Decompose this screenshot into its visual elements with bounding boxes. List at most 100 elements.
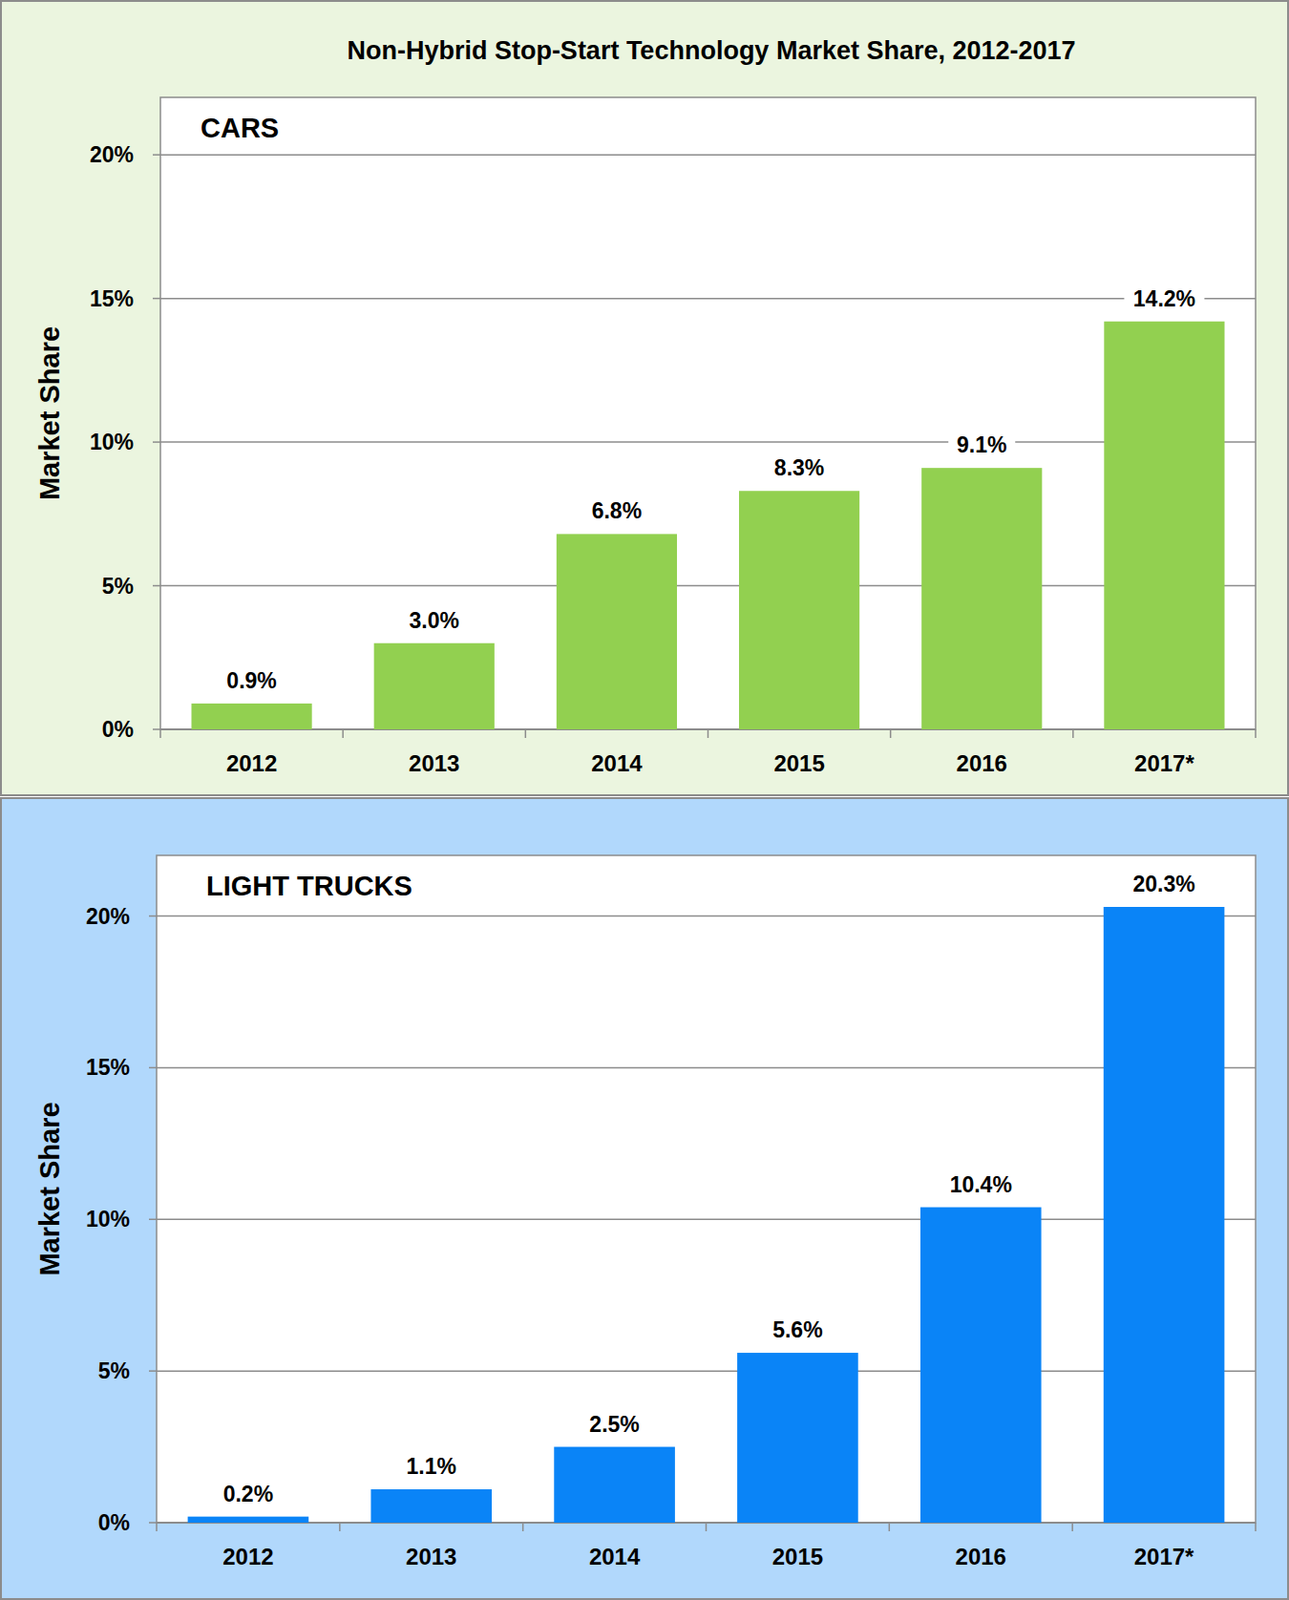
chart-root: 0%5%10%15%20%0.9%3.0%6.8%8.3%9.1%14.2%20… bbox=[0, 0, 1289, 1600]
bar bbox=[920, 1207, 1042, 1523]
x-tick bbox=[1254, 729, 1257, 739]
x-tick-label: 2012 bbox=[222, 1543, 274, 1570]
data-label: 9.1% bbox=[956, 432, 1007, 458]
grid-line bbox=[156, 1067, 1256, 1070]
grid-line bbox=[160, 153, 1256, 156]
panel-title: CARS bbox=[200, 112, 279, 144]
data-label: 3.0% bbox=[409, 608, 460, 634]
grid-line bbox=[156, 1219, 1256, 1222]
data-label-background bbox=[763, 1314, 831, 1344]
bar bbox=[190, 703, 312, 730]
bar bbox=[553, 1447, 676, 1523]
y-tick-label: 15% bbox=[89, 286, 134, 312]
y-tick bbox=[148, 1521, 157, 1524]
x-tick-label: 2015 bbox=[772, 1543, 824, 1570]
data-label-background bbox=[940, 1169, 1021, 1199]
x-tick bbox=[705, 1522, 708, 1532]
data-label-background bbox=[581, 1409, 649, 1438]
y-tick-label: 20% bbox=[85, 904, 130, 930]
data-label-background bbox=[1123, 868, 1205, 898]
grid-line bbox=[156, 1370, 1256, 1373]
y-tick-label: 15% bbox=[85, 1055, 130, 1080]
bar bbox=[556, 533, 677, 730]
panel-background bbox=[0, 0, 1289, 796]
y-tick-label: 5% bbox=[98, 1358, 130, 1384]
x-tick-label: 2016 bbox=[956, 750, 1008, 777]
x-tick-label: 2016 bbox=[955, 1543, 1007, 1570]
x-tick-label: 2017* bbox=[1134, 1543, 1195, 1570]
data-label-background bbox=[218, 665, 286, 695]
data-label-background bbox=[765, 452, 833, 482]
y-tick bbox=[148, 915, 157, 918]
plot-area bbox=[156, 855, 1256, 1523]
y-tick bbox=[152, 297, 161, 300]
panel-title: LIGHT TRUCKS bbox=[206, 870, 413, 902]
x-tick bbox=[341, 729, 344, 739]
x-tick bbox=[525, 729, 528, 739]
x-tick-label: 2014 bbox=[591, 750, 643, 777]
chart-panel: 0%5%10%15%20%0.9%3.0%6.8%8.3%9.1%14.2%20… bbox=[0, 0, 1289, 796]
x-tick-label: 2012 bbox=[226, 750, 277, 777]
bar bbox=[188, 1517, 310, 1523]
panel-background bbox=[0, 798, 1289, 1600]
data-label: 1.1% bbox=[406, 1454, 457, 1480]
data-label: 8.3% bbox=[774, 455, 825, 481]
y-tick bbox=[152, 728, 161, 731]
bar bbox=[1103, 321, 1225, 730]
data-label-background bbox=[1123, 283, 1205, 313]
y-tick bbox=[148, 1370, 157, 1373]
x-tick-label: 2013 bbox=[408, 750, 460, 777]
y-tick-label: 0% bbox=[98, 1510, 130, 1536]
data-label-background bbox=[214, 1479, 282, 1508]
bar bbox=[739, 490, 860, 730]
x-tick bbox=[159, 729, 162, 739]
y-axis-label: Market Share bbox=[34, 326, 65, 501]
y-tick-label: 10% bbox=[89, 429, 134, 455]
grid-line bbox=[156, 915, 1256, 918]
data-label-background bbox=[948, 429, 1015, 459]
y-tick bbox=[148, 1219, 157, 1222]
data-label: 2.5% bbox=[589, 1412, 639, 1437]
bars bbox=[190, 321, 1225, 730]
bar bbox=[370, 1489, 492, 1523]
data-label: 6.8% bbox=[591, 498, 642, 524]
data-label: 0.2% bbox=[223, 1481, 274, 1507]
y-tick-label: 5% bbox=[102, 573, 134, 599]
chart-title: Non-Hybrid Stop-Start Technology Market … bbox=[346, 36, 1076, 65]
data-label: 10.4% bbox=[950, 1172, 1013, 1198]
x-tick-label: 2017* bbox=[1134, 750, 1195, 777]
y-tick bbox=[152, 585, 161, 588]
y-tick-label: 20% bbox=[89, 142, 134, 168]
data-label-background bbox=[398, 1451, 465, 1480]
grid-line bbox=[160, 585, 1256, 588]
x-tick-label: 2014 bbox=[589, 1543, 641, 1570]
x-tick bbox=[522, 1522, 525, 1532]
y-tick-label: 0% bbox=[102, 717, 134, 742]
data-label: 20.3% bbox=[1132, 871, 1195, 897]
bar bbox=[1103, 907, 1226, 1523]
data-label-background bbox=[583, 495, 651, 525]
grid-line bbox=[160, 441, 1256, 444]
y-tick bbox=[152, 153, 161, 156]
x-tick bbox=[1254, 1522, 1257, 1532]
x-tick bbox=[1072, 729, 1075, 739]
x-tick-label: 2013 bbox=[405, 1543, 457, 1570]
y-tick bbox=[152, 441, 161, 444]
data-label: 5.6% bbox=[772, 1317, 823, 1343]
x-tick-label: 2015 bbox=[773, 750, 825, 777]
bars bbox=[188, 907, 1226, 1523]
x-tick bbox=[888, 1522, 891, 1532]
y-axis-label: Market Share bbox=[34, 1101, 65, 1276]
bar bbox=[921, 467, 1042, 730]
x-tick bbox=[338, 1522, 341, 1532]
grid-line bbox=[160, 297, 1256, 300]
x-tick bbox=[707, 729, 710, 739]
chart-panel: 0% 5% 10% 15% 20% 0.2% 1.1% 2.5% 5.6% 10.4% 20.3% 2… bbox=[0, 798, 1289, 1600]
plot-area bbox=[160, 97, 1256, 730]
data-label: 0.9% bbox=[226, 668, 276, 694]
x-tick bbox=[1071, 1522, 1074, 1532]
x-tick bbox=[155, 1522, 158, 1532]
y-tick bbox=[148, 1067, 157, 1070]
bar bbox=[374, 643, 495, 730]
y-tick-label: 10% bbox=[85, 1206, 130, 1232]
